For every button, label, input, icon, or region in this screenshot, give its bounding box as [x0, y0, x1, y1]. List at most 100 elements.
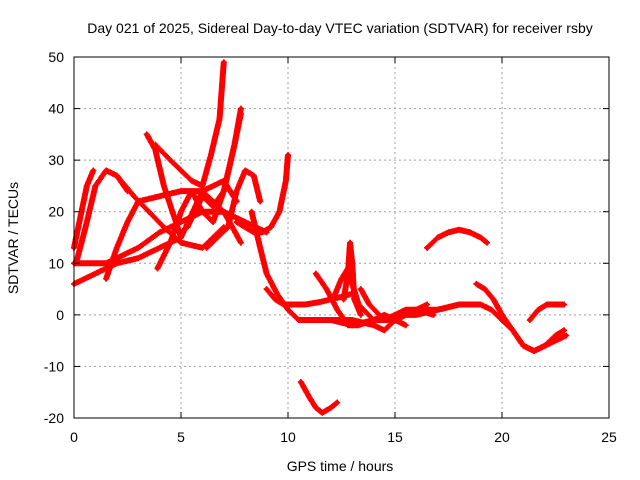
data-point — [484, 240, 490, 245]
data-point — [221, 209, 226, 214]
data-point — [457, 227, 462, 232]
y-tick-label: -20 — [44, 410, 64, 426]
y-axis-label: SDTVAR / TECUs — [5, 182, 21, 294]
data-point — [392, 317, 398, 323]
data-point — [84, 183, 90, 189]
data-point — [146, 209, 152, 214]
data-point — [221, 188, 226, 194]
data-point — [561, 328, 567, 333]
data-point — [157, 230, 162, 235]
data-point — [564, 333, 569, 338]
data-point — [136, 245, 141, 251]
data-point — [114, 173, 120, 178]
data-point — [324, 286, 329, 292]
data-point — [403, 322, 408, 328]
series-arc-11 — [203, 167, 264, 251]
data-point — [371, 322, 376, 328]
data-point — [264, 286, 269, 292]
data-point — [467, 230, 473, 235]
y-tick-label: 0 — [56, 307, 64, 323]
data-point — [358, 286, 363, 292]
axis-ticks: 0 5 10 15 20 25 -20 -10 0 10 20 30 40 50 — [44, 49, 617, 445]
data-point — [91, 168, 96, 173]
data-point — [382, 328, 387, 333]
data-point — [367, 302, 372, 307]
series-arc-10 — [184, 110, 244, 231]
data-point — [345, 322, 351, 328]
data-point — [285, 152, 291, 158]
data-point — [249, 209, 254, 214]
data-point — [382, 312, 387, 318]
data-point — [210, 219, 216, 225]
data-point — [307, 317, 312, 323]
data-point — [482, 286, 488, 292]
data-point — [103, 168, 109, 173]
data-point — [168, 157, 173, 163]
y-tick-label: 20 — [48, 204, 64, 220]
plot-frame — [73, 56, 610, 419]
data-point — [238, 111, 244, 116]
data-point — [93, 261, 98, 266]
data-point — [307, 395, 312, 400]
data-point — [320, 410, 325, 416]
data-point — [234, 219, 239, 225]
data-point — [178, 188, 184, 194]
data-point — [268, 224, 274, 230]
data-point — [392, 312, 398, 318]
data-point — [283, 178, 289, 183]
data-point — [189, 188, 194, 194]
series-arc-5 — [103, 188, 244, 282]
data-point — [553, 333, 558, 338]
x-axis-label: GPS time / hours — [287, 458, 394, 474]
series-arc-25 — [297, 378, 341, 416]
series-arc-23 — [526, 301, 568, 324]
data-point — [474, 281, 479, 287]
grid — [74, 57, 609, 418]
data-point — [200, 245, 205, 251]
data-point — [542, 343, 547, 348]
data-point — [281, 302, 286, 307]
data-point — [457, 302, 462, 307]
data-point — [352, 297, 357, 302]
data-point — [313, 405, 319, 410]
y-tick-label: 40 — [48, 101, 64, 117]
series-arc-8 — [152, 59, 227, 189]
data-point — [131, 194, 137, 199]
y-tick-label: 30 — [48, 152, 64, 168]
data-point — [225, 224, 231, 230]
data-point — [168, 240, 173, 245]
y-tick-label: 10 — [48, 255, 64, 271]
data-point — [157, 194, 162, 199]
data-point — [260, 230, 265, 235]
data-point — [478, 302, 483, 307]
data-point — [489, 307, 494, 312]
data-point — [257, 245, 263, 251]
data-point — [285, 307, 291, 312]
data-point — [84, 219, 90, 225]
data-point — [264, 271, 269, 276]
y-tick-label: 50 — [48, 49, 64, 65]
data-point — [125, 219, 130, 225]
data-point — [243, 224, 248, 230]
series-arc-24 — [424, 226, 490, 251]
data-point — [243, 219, 248, 225]
data-point — [210, 204, 216, 209]
data-point — [78, 214, 83, 220]
data-point — [200, 188, 205, 194]
data-point — [234, 188, 239, 194]
data-point — [553, 338, 558, 343]
data-point — [339, 276, 344, 281]
data-point — [257, 199, 263, 204]
data-point — [272, 297, 278, 302]
data-point — [238, 240, 244, 245]
data-point — [332, 292, 338, 297]
x-tick-label: 20 — [494, 429, 510, 445]
data-point — [350, 317, 355, 323]
data-point — [161, 183, 167, 189]
data-point — [208, 152, 214, 158]
series-markers — [233, 152, 291, 236]
data-point — [215, 235, 220, 240]
data-point — [251, 173, 256, 178]
data-point — [527, 317, 533, 323]
data-point — [510, 328, 515, 333]
